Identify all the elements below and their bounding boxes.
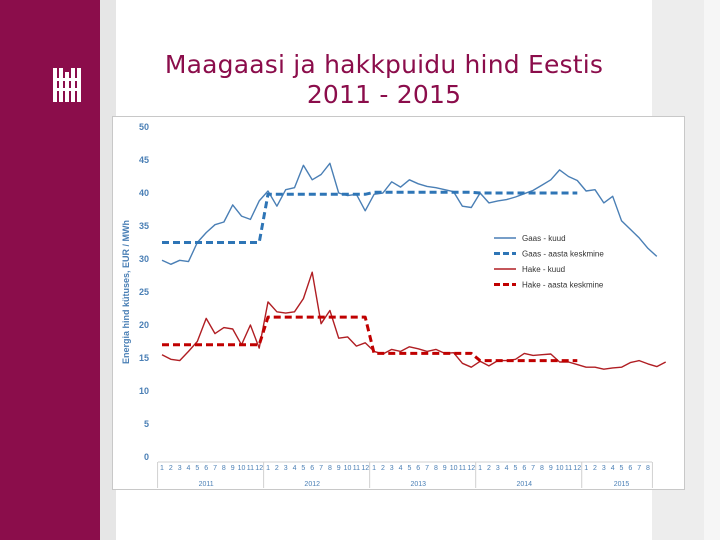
x-tick-label: 5 (301, 465, 305, 472)
x-tick-label: 6 (310, 465, 314, 472)
y-axis-label: Energia hind kütuses, EUR / MWh (121, 220, 131, 364)
x-tick-label: 7 (213, 465, 217, 472)
x-tick-label: 12 (573, 465, 581, 472)
x-tick-label: 9 (549, 465, 553, 472)
y-tick-label: 50 (139, 122, 149, 132)
legend-label: Gaas - kuud (522, 234, 566, 243)
x-tick-label: 1 (160, 465, 164, 472)
x-tick-label: 10 (450, 465, 458, 472)
y-tick-label: 30 (139, 254, 149, 264)
x-tick-label: 11 (247, 465, 254, 472)
series-line-1 (161, 162, 658, 265)
y-tick-label: 20 (139, 320, 149, 330)
brand-sidebar (0, 0, 100, 540)
legend-label: Hake - aasta keskmine (522, 281, 604, 290)
chart-frame (112, 116, 685, 490)
x-tick-label: 3 (390, 465, 394, 472)
legend: Gaas - kuud Gaas - aasta keskmine Hake - k… (494, 234, 604, 290)
x-tick-label: 4 (505, 465, 509, 472)
year-label: 2011 (199, 481, 214, 488)
x-tick-label: 11 (353, 465, 360, 472)
x-tick-label: 1 (584, 465, 588, 472)
x-tick-label: 9 (443, 465, 447, 472)
y-tick-label: 15 (139, 353, 149, 363)
x-tick-label: 8 (646, 465, 650, 472)
x-tick-label: 1 (372, 465, 376, 472)
slide-title-line2: 2011 - 2015 (306, 80, 462, 109)
x-tick-label: 10 (238, 465, 246, 472)
x-tick-label: 4 (399, 465, 403, 472)
y-tick-label: 40 (139, 188, 149, 198)
y-tick-label: 35 (139, 221, 149, 231)
x-tick-label: 3 (496, 465, 500, 472)
x-tick-label: 9 (337, 465, 341, 472)
legend-label: Gaas - aasta keskmine (522, 250, 604, 259)
x-tick-label: 6 (416, 465, 420, 472)
year-label: 2012 (304, 481, 320, 488)
x-tick-label: 1 (266, 465, 270, 472)
x-tick-label: 7 (637, 465, 641, 472)
x-axis: 1 2 3 4 5 6 7 8 9 10 11 12 1 2 3 4 5 6 7 8 9 10 11 12 1 2 3 4 5 6 7 8 9 1… (157, 461, 653, 488)
y-tick-label: 45 (139, 155, 149, 165)
series-line-2 (162, 190, 578, 244)
x-tick-label: 10 (344, 465, 352, 472)
year-label: 2013 (410, 481, 426, 488)
x-tick-label: 8 (222, 465, 226, 472)
x-tick-label: 5 (195, 465, 199, 472)
x-tick-label: 4 (293, 465, 297, 472)
y-axis-label-group: Energia hind kütuses, EUR / MWh (121, 220, 131, 364)
x-tick-label: 7 (531, 465, 535, 472)
y-tick-label: 10 (139, 386, 149, 396)
x-tick-label: 5 (407, 465, 411, 472)
x-tick-label: 3 (178, 465, 182, 472)
x-tick-label: 8 (434, 465, 438, 472)
x-tick-label: 7 (425, 465, 429, 472)
x-tick-label: 2 (275, 465, 279, 472)
x-tick-label: 6 (204, 465, 208, 472)
slide-title: Maagaasi ja hakkpuidu hind Eestis 2011 -… (116, 50, 652, 110)
x-tick-label: 6 (522, 465, 526, 472)
x-tick-label: 2 (593, 465, 597, 472)
slide-title-line1: Maagaasi ja hakkpuidu hind Eestis (164, 50, 604, 79)
y-tick-label: 5 (144, 419, 149, 429)
x-tick-label: 8 (328, 465, 332, 472)
x-tick-label: 10 (556, 465, 564, 472)
x-tick-label: 4 (611, 465, 615, 472)
y-tick-label: 0 (144, 452, 149, 462)
x-tick-label: 12 (255, 465, 263, 472)
year-label: 2015 (614, 481, 630, 488)
legend-label: Hake - kuud (522, 265, 565, 274)
x-tick-label: 4 (187, 465, 191, 472)
series-layer (161, 162, 667, 370)
x-tick-label: 2 (487, 465, 491, 472)
series-line-3 (161, 271, 667, 370)
series-line-4 (162, 315, 578, 363)
x-tick-label: 7 (319, 465, 323, 472)
x-tick-label: 6 (628, 465, 632, 472)
x-tick-label: 5 (514, 465, 518, 472)
right-stripe-inner (704, 0, 720, 540)
x-tick-label: 8 (540, 465, 544, 472)
x-tick-label: 12 (467, 465, 475, 472)
x-tick-label: 11 (565, 465, 572, 472)
x-tick-label: 3 (284, 465, 288, 472)
x-tick-label: 2 (381, 465, 385, 472)
year-label: 2014 (517, 481, 533, 488)
x-tick-label: 5 (620, 465, 624, 472)
institution-logo-icon (53, 68, 81, 102)
x-tick-label: 3 (602, 465, 606, 472)
y-tick-labels: 0 5 10 15 20 25 30 35 40 45 50 (139, 122, 149, 462)
x-tick-label: 1 (478, 465, 482, 472)
x-tick-label: 11 (459, 465, 466, 472)
x-tick-label: 2 (169, 465, 173, 472)
y-tick-label: 25 (139, 287, 149, 297)
x-tick-label: 9 (231, 465, 235, 472)
x-tick-label: 12 (361, 465, 369, 472)
